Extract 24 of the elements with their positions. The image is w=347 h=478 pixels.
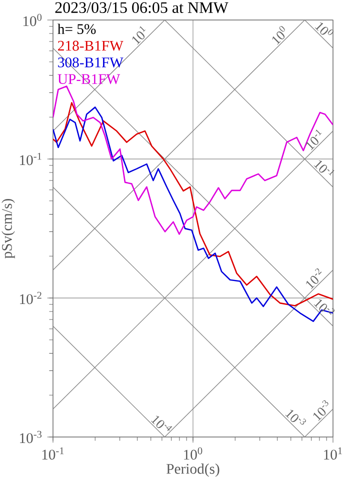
annotation: 10$^{-2}$ <box>306 268 322 290</box>
annotation: 10$^{-2}$ <box>314 299 335 315</box>
y-tick-label: 10$^{-3}$ <box>20 430 42 444</box>
annotation: 10$^{1}$ <box>132 26 146 45</box>
annotation: 10$^{-3}$ <box>285 410 306 425</box>
y-tick-label: 10$^{0}$ <box>23 14 42 26</box>
x-tick-label: 10$^{-1}$ <box>42 447 64 460</box>
text: 218-B1FW <box>58 40 124 51</box>
x-axis-title: Period(s) <box>166 464 220 477</box>
x-tick-label: 10$^{0}$ <box>184 447 202 460</box>
chart-title: 2023/03/15 06:05 at NMW <box>55 2 228 14</box>
y-axis-title: pSv(cm/s) <box>2 199 15 258</box>
annotation: 10$^{-4}$ <box>150 416 172 431</box>
text: 308-B1FW <box>58 57 124 68</box>
annotation: 10$^{0}$ <box>272 26 285 45</box>
annotation: 10$^{0}$ <box>314 22 334 36</box>
annotation: h= 5% <box>58 24 96 34</box>
annotation: 10$^{-1}$ <box>314 160 334 176</box>
annotation: 10$^{-1}$ <box>306 130 322 150</box>
y-tick-label: 10$^{-2}$ <box>20 292 42 304</box>
annotation: 10$^{-3}$ <box>313 400 328 422</box>
series-label: UP-B1FW <box>58 74 120 84</box>
x-tick-label: 10$^{1}$ <box>324 447 342 460</box>
y-tick-label: 10$^{-1}$ <box>20 152 42 166</box>
